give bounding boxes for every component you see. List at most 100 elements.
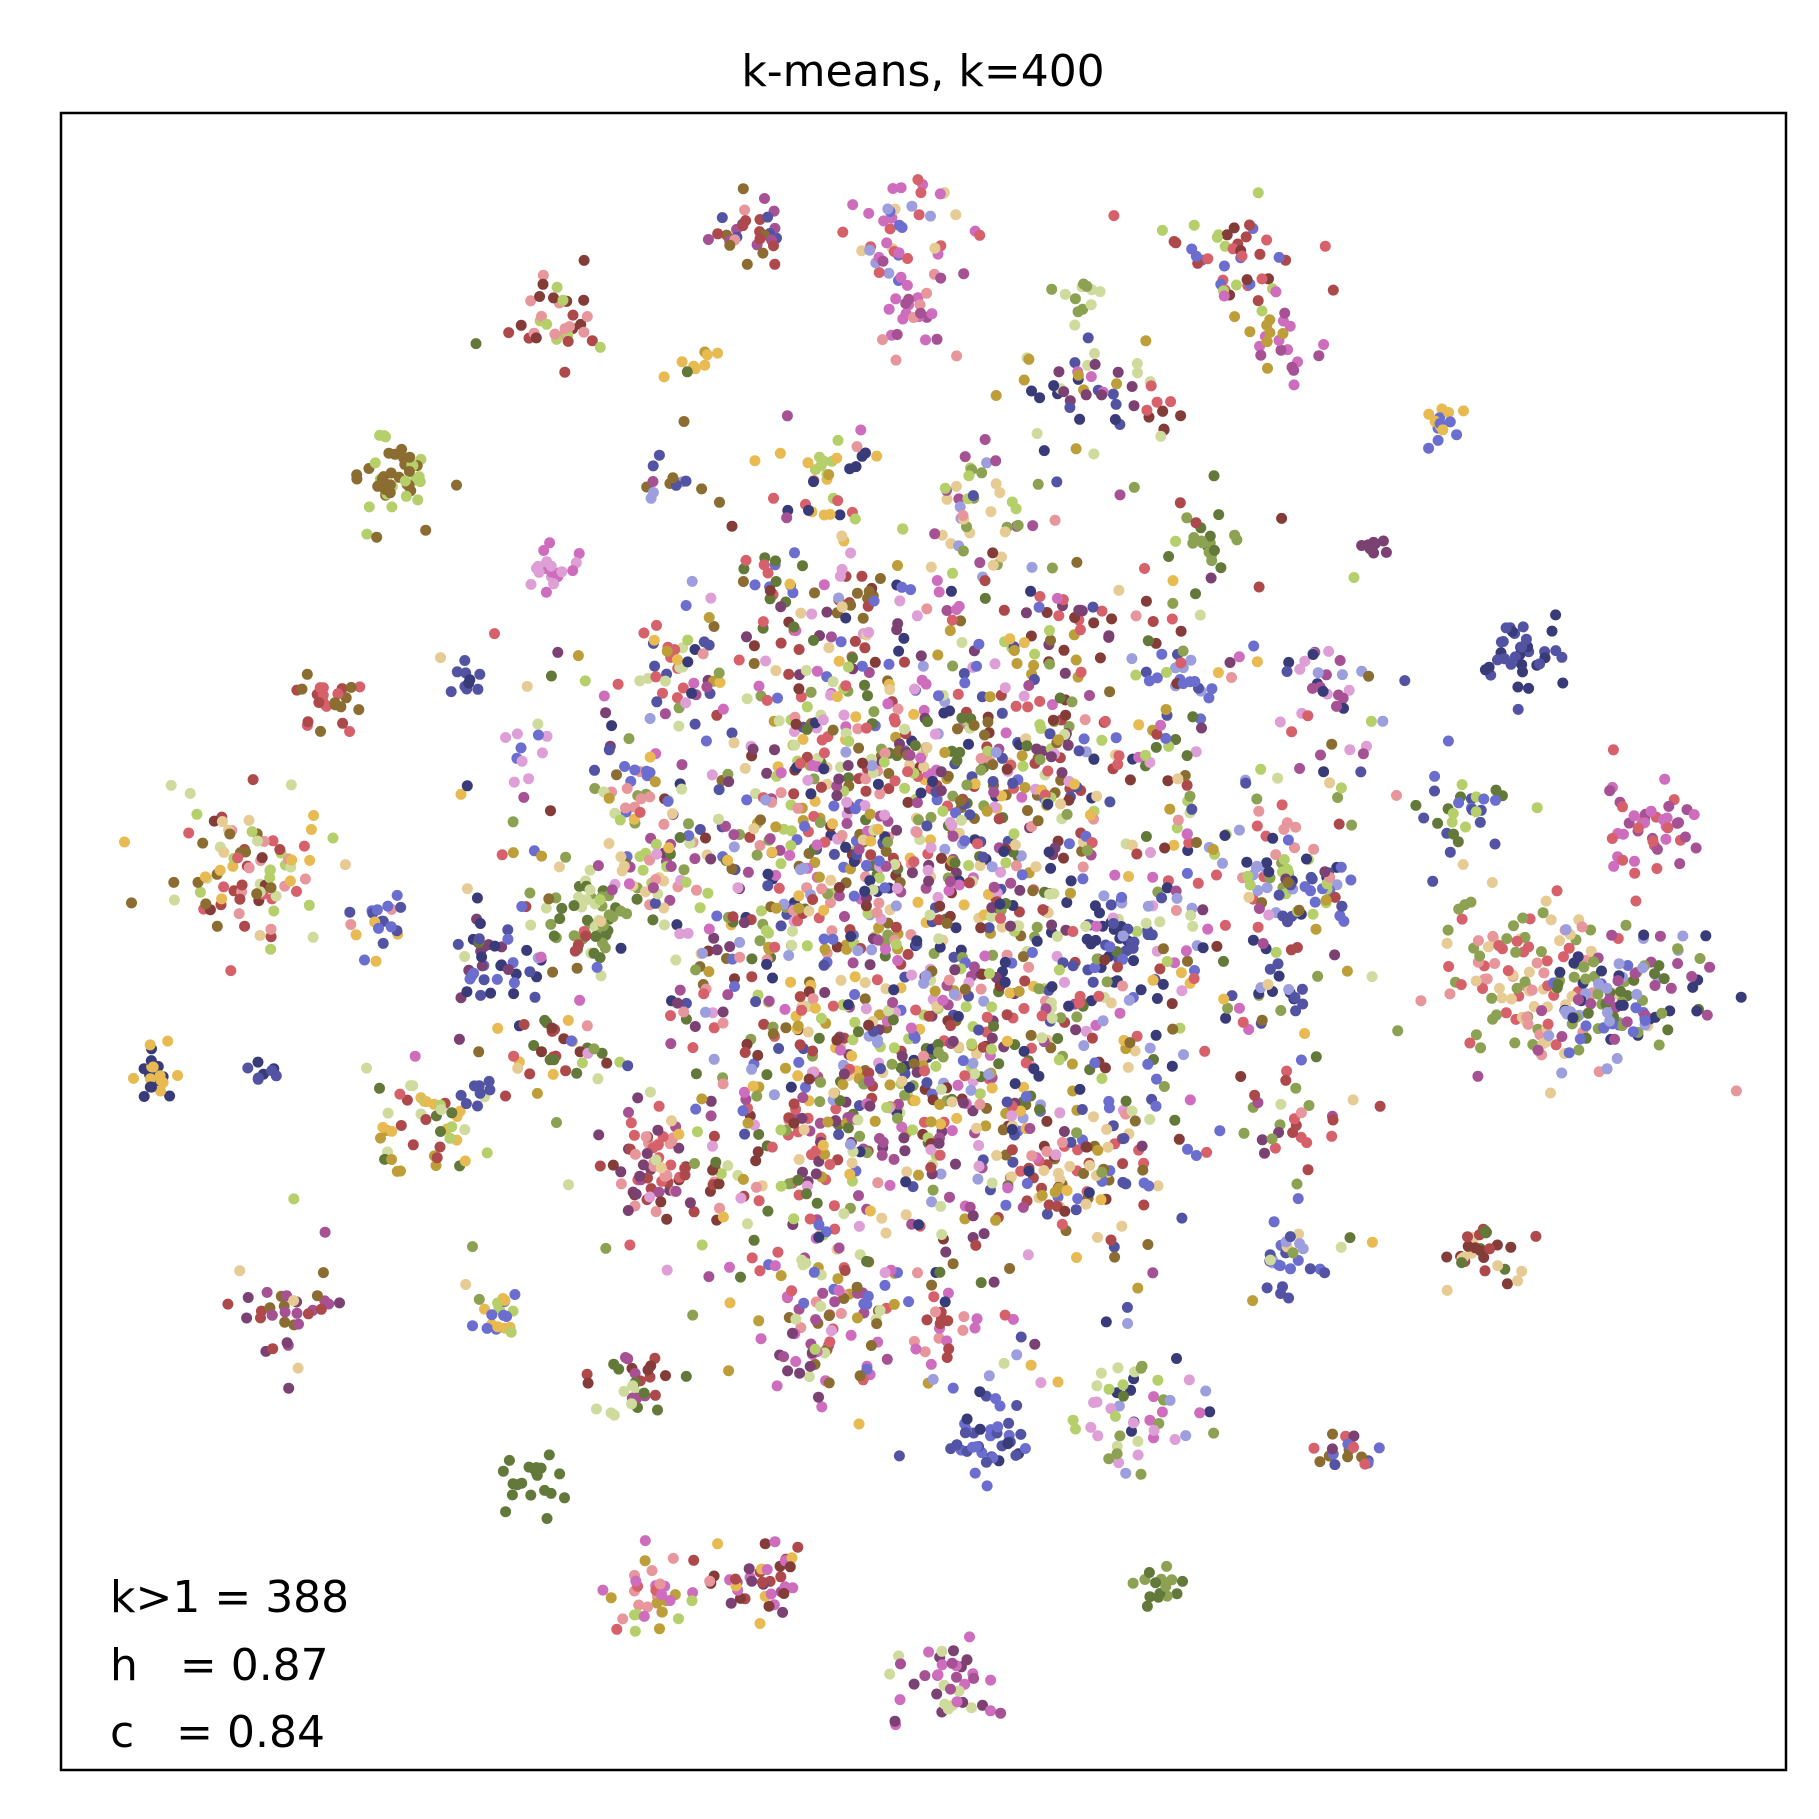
data-point-2880 — [603, 792, 615, 804]
data-point-2476 — [744, 831, 756, 843]
data-point-3295 — [1233, 651, 1245, 663]
data-point-1057 — [1278, 823, 1290, 835]
data-point-2520 — [460, 1279, 472, 1290]
data-point-1049 — [1247, 934, 1259, 946]
data-point-1850 — [903, 1296, 915, 1308]
data-point-1459 — [446, 1107, 458, 1119]
data-point-4033 — [798, 1124, 810, 1136]
data-point-3150 — [1045, 751, 1057, 763]
data-point-1292 — [1611, 1053, 1623, 1064]
data-point-3996 — [930, 1060, 942, 1072]
data-point-3280 — [1295, 1107, 1307, 1119]
data-point-2160 — [946, 1657, 958, 1669]
data-point-802 — [126, 897, 137, 909]
data-point-653 — [445, 686, 457, 698]
data-point-975 — [540, 902, 552, 914]
data-point-2885 — [1056, 767, 1068, 779]
data-point-2593 — [1391, 789, 1402, 801]
data-point-2408 — [975, 983, 987, 995]
data-point-3294 — [1047, 714, 1059, 726]
data-point-3930 — [1052, 1167, 1064, 1179]
data-point-787 — [183, 827, 195, 839]
data-point-1936 — [919, 1346, 931, 1358]
data-point-1119 — [1483, 941, 1494, 953]
data-point-3662 — [1066, 696, 1078, 708]
data-point-1219 — [1511, 935, 1523, 947]
data-point-2087 — [754, 1618, 766, 1629]
data-point-2963 — [1054, 1107, 1066, 1119]
data-point-4037 — [798, 862, 810, 874]
data-point-3806 — [911, 610, 923, 622]
data-point-320 — [363, 501, 375, 513]
data-point-3739 — [889, 859, 901, 870]
data-point-1075 — [1217, 857, 1228, 869]
data-point-1923 — [1019, 1443, 1031, 1454]
data-point-3402 — [288, 1193, 300, 1205]
data-point-2530 — [775, 601, 787, 613]
data-point-619 — [612, 678, 624, 690]
data-point-1313 — [1560, 924, 1572, 936]
data-point-2501 — [957, 510, 969, 521]
data-point-2745 — [1074, 1083, 1086, 1095]
data-point-1637 — [1056, 1218, 1068, 1230]
data-point-3830 — [833, 773, 845, 785]
data-point-2130 — [1141, 1600, 1153, 1612]
data-point-1947 — [971, 1313, 983, 1325]
data-point-1523 — [634, 1170, 646, 1182]
data-point-1225 — [1511, 982, 1523, 994]
data-point-3643 — [794, 758, 806, 769]
data-point-232 — [1069, 357, 1081, 369]
data-point-3686 — [808, 634, 819, 646]
data-point-2987 — [1147, 974, 1159, 986]
data-point-1701 — [1297, 1243, 1309, 1255]
data-point-171 — [503, 327, 515, 339]
data-point-3169 — [1078, 1040, 1090, 1052]
data-point-3175 — [845, 547, 857, 559]
data-point-1950 — [1148, 1391, 1160, 1403]
data-point-274 — [1151, 396, 1163, 408]
data-point-1151 — [1585, 945, 1597, 957]
data-point-3368 — [1240, 777, 1252, 789]
data-point-2420 — [804, 1213, 816, 1225]
data-point-2503 — [1089, 962, 1101, 974]
data-point-1134 — [1545, 1087, 1556, 1099]
data-point-348 — [647, 487, 659, 498]
data-point-726 — [1453, 797, 1465, 809]
data-point-470 — [797, 560, 808, 572]
data-point-1201 — [1505, 993, 1517, 1005]
data-point-1717 — [1530, 1230, 1542, 1242]
data-point-1073 — [1308, 843, 1320, 855]
data-point-862 — [251, 888, 263, 900]
data-point-480 — [749, 579, 761, 591]
data-point-2372 — [970, 1239, 982, 1251]
data-point-3283 — [1226, 672, 1237, 683]
data-point-1792 — [652, 1404, 663, 1416]
data-point-3393 — [1053, 964, 1065, 976]
data-point-3632 — [852, 723, 864, 735]
data-point-1468 — [665, 1159, 677, 1171]
data-point-229 — [1074, 413, 1086, 425]
data-point-1199 — [1501, 933, 1513, 945]
data-point-2778 — [1175, 657, 1187, 669]
data-point-641 — [337, 717, 349, 729]
data-point-3704 — [840, 612, 852, 624]
data-point-3803 — [945, 1020, 957, 1032]
data-point-4116 — [860, 900, 872, 912]
data-point-1531 — [653, 1186, 665, 1198]
data-point-3143 — [1172, 773, 1184, 785]
data-point-4057 — [952, 1079, 964, 1091]
data-point-2352 — [1071, 1252, 1082, 1263]
data-point-3792 — [1088, 753, 1100, 765]
data-point-30 — [883, 267, 895, 279]
data-point-2706 — [1026, 561, 1038, 573]
data-point-2986 — [661, 645, 673, 657]
data-point-2917 — [708, 932, 720, 944]
data-point-856 — [234, 893, 246, 905]
data-point-960 — [548, 930, 560, 942]
data-point-798 — [168, 876, 180, 888]
data-point-992 — [689, 853, 701, 865]
data-point-3940 — [1120, 1095, 1132, 1107]
data-point-3987 — [1062, 739, 1074, 751]
data-point-1874 — [808, 1266, 820, 1278]
data-point-1985 — [1183, 1374, 1195, 1386]
